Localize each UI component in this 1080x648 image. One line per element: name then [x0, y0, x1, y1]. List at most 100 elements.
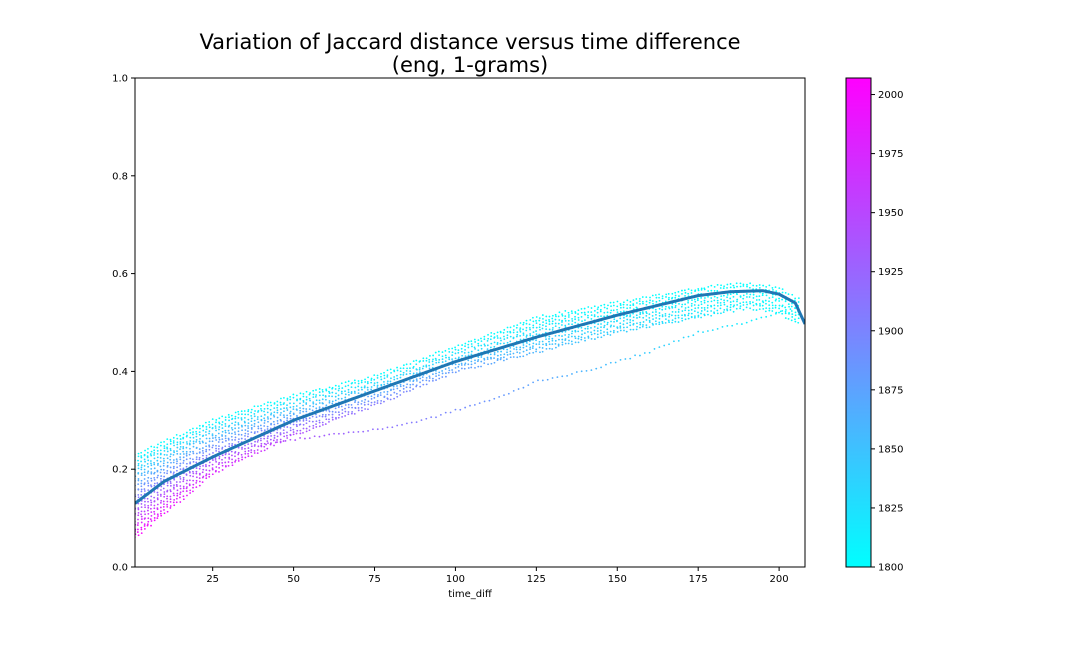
- scatter-point: [531, 335, 534, 337]
- outlier-point: [537, 379, 539, 382]
- scatter-point: [529, 319, 532, 321]
- scatter-point: [160, 468, 163, 471]
- scatter-point: [364, 381, 367, 383]
- scatter-point: [593, 332, 596, 335]
- scatter-point: [253, 415, 256, 418]
- scatter-point: [649, 296, 651, 299]
- scatter-point: [309, 392, 311, 394]
- scatter-point: [344, 407, 346, 410]
- scatter-point: [431, 377, 434, 380]
- scatter-point: [153, 457, 156, 460]
- outlier-point: [517, 388, 520, 390]
- scatter-point: [668, 315, 670, 318]
- scatter-point: [541, 327, 544, 330]
- scatter-point: [208, 421, 211, 423]
- scatter-point: [244, 452, 247, 455]
- scatter-point: [143, 490, 146, 492]
- scatter-point: [658, 299, 661, 302]
- scatter-point: [276, 409, 279, 412]
- scatter-point: [564, 342, 567, 345]
- x-tick-label: 25: [206, 574, 219, 585]
- scatter-point: [445, 375, 447, 378]
- scatter-point: [583, 307, 586, 310]
- scatter-point: [684, 294, 686, 297]
- scatter-point: [276, 411, 279, 414]
- scatter-point: [606, 311, 609, 314]
- scatter-point: [616, 330, 619, 333]
- scatter-point: [283, 402, 285, 404]
- scatter-point: [192, 427, 194, 430]
- scatter-point: [418, 367, 421, 369]
- scatter-point: [224, 416, 227, 419]
- scatter-point: [522, 323, 525, 326]
- scatter-point: [163, 445, 166, 447]
- scatter-point: [149, 499, 152, 502]
- scatter-point: [373, 374, 376, 376]
- scatter-point: [199, 442, 201, 445]
- scatter-point: [195, 432, 198, 435]
- scatter-point: [490, 335, 493, 338]
- scatter-point: [541, 324, 544, 327]
- scatter-point: [512, 331, 515, 334]
- scatter-point: [159, 449, 162, 452]
- scatter-point: [166, 461, 169, 464]
- scatter-point: [522, 346, 525, 349]
- scatter-point: [212, 459, 214, 461]
- scatter-point: [340, 405, 343, 408]
- scatter-point: [502, 331, 505, 334]
- scatter-point: [729, 303, 732, 306]
- scatter-point: [661, 315, 664, 318]
- scatter-point: [150, 477, 153, 480]
- scatter-point: [787, 303, 790, 306]
- scatter-point: [195, 476, 198, 479]
- scatter-point: [716, 290, 719, 292]
- scatter-point: [253, 452, 256, 454]
- scatter-point: [328, 413, 330, 416]
- scatter-point: [312, 401, 315, 404]
- chart-title: Variation of Jaccard distance versus tim…: [199, 30, 741, 54]
- scatter-point: [493, 341, 496, 344]
- scatter-point: [477, 365, 480, 368]
- scatter-point: [764, 299, 767, 302]
- scatter-point: [506, 337, 509, 339]
- scatter-point: [276, 404, 279, 407]
- scatter-point: [409, 367, 411, 370]
- scatter-point: [771, 307, 774, 310]
- scatter-point: [719, 307, 722, 310]
- scatter-point: [331, 395, 333, 398]
- scatter-point: [412, 379, 415, 382]
- scatter-point: [548, 338, 550, 340]
- scatter-point: [283, 416, 286, 419]
- scatter-point: [250, 420, 253, 423]
- scatter-point: [202, 475, 205, 478]
- scatter-point: [237, 416, 240, 419]
- scatter-point: [599, 308, 602, 311]
- scatter-point: [626, 322, 629, 325]
- scatter-point: [765, 294, 768, 297]
- scatter-point: [195, 472, 198, 475]
- scatter-point: [241, 458, 243, 461]
- scatter-point: [240, 437, 243, 440]
- scatter-point: [286, 404, 288, 407]
- scatter-point: [337, 385, 340, 388]
- scatter-point: [256, 418, 259, 421]
- scatter-point: [337, 416, 340, 419]
- scatter-point: [166, 438, 169, 441]
- scatter-point: [140, 503, 143, 505]
- scatter-point: [567, 314, 570, 316]
- scatter-point: [645, 319, 648, 321]
- scatter-point: [623, 329, 625, 332]
- outlier-point: [556, 376, 559, 379]
- scatter-point: [742, 308, 745, 311]
- scatter-point: [480, 365, 482, 368]
- scatter-point: [671, 292, 674, 295]
- scatter-point: [338, 413, 341, 416]
- scatter-point: [211, 446, 214, 449]
- scatter-point: [590, 318, 593, 320]
- scatter-point: [577, 335, 580, 338]
- scatter-point: [690, 292, 693, 294]
- scatter-point: [681, 289, 683, 292]
- scatter-point: [244, 438, 247, 441]
- scatter-point: [182, 490, 185, 493]
- scatter-point: [298, 419, 301, 422]
